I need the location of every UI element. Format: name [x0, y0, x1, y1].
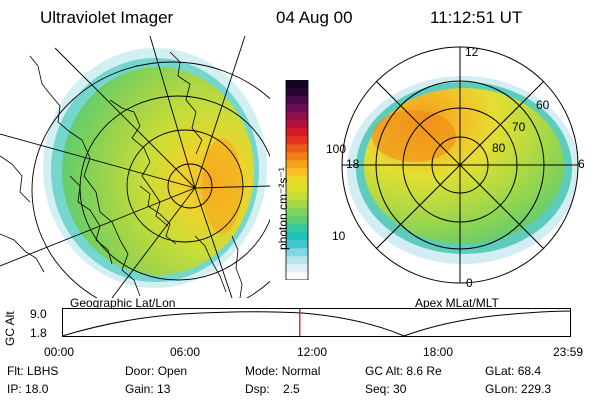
colorbar-cell — [286, 224, 308, 233]
mlat-label-60: 60 — [536, 98, 550, 112]
mlat-label-80: 80 — [492, 141, 506, 155]
status-flt: Flt: LBHS — [7, 364, 59, 378]
magnetic-caption: Apex MLat/MLT — [415, 296, 499, 310]
colorbar-cell — [286, 184, 308, 193]
colorbar-cell — [286, 240, 308, 249]
auroral-oval — [364, 88, 564, 244]
mlt-meridians — [342, 47, 578, 283]
status-dsp-value: 2.5 — [283, 382, 300, 396]
mlt-label-18: 18 — [346, 157, 360, 171]
timeline-xtick-0000: 00:00 — [44, 345, 75, 359]
auroral-emission — [62, 67, 254, 275]
geographic-caption: Geographic Lat/Lon — [70, 296, 176, 310]
timeline-xtick-2359: 23:59 — [553, 345, 584, 359]
timeline-frame — [62, 308, 571, 337]
colorbar-cell — [286, 152, 308, 161]
status-seq: Seq: 30 — [365, 382, 407, 396]
colorbar-cell — [286, 208, 308, 217]
magnetic-polar-panel — [341, 46, 579, 284]
colorbar-cell — [286, 192, 308, 201]
colorbar-cell — [286, 88, 308, 97]
colorbar-cell — [286, 112, 308, 121]
status-mode: Mode: Normal — [245, 364, 321, 378]
colorbar-cell — [286, 144, 308, 153]
bright-spot — [202, 138, 242, 234]
status-mode-value: Normal — [281, 364, 321, 378]
colorbar-cell — [286, 160, 308, 169]
colorbar-cell — [286, 232, 308, 241]
timeline-xtick-1200: 12:00 — [297, 345, 328, 359]
status-gain-value: 13 — [157, 382, 171, 396]
colorbar-cell — [286, 128, 308, 137]
colorbar-cell — [286, 264, 308, 273]
timeline-xtick-0600: 06:00 — [170, 345, 201, 359]
timeline-xtick-1800: 18:00 — [423, 345, 454, 359]
status-ip: IP: 18.0 — [7, 382, 49, 396]
observation-date: 04 Aug 00 — [276, 8, 353, 27]
lat-lon-grid — [0, 36, 270, 298]
colorbar — [285, 80, 309, 280]
colorbar-cell — [286, 136, 308, 145]
colorbar-cell — [286, 216, 308, 225]
status-glat: GLat: 68.4 — [485, 364, 542, 378]
colorbar-cell — [286, 248, 308, 257]
status-gc-alt: GC Alt: 8.6 Re — [365, 364, 442, 378]
coastline-outlines — [0, 51, 243, 298]
observation-time: 11:12:51 UT — [430, 8, 523, 27]
colorbar-cell — [286, 104, 308, 113]
status-glon-value: 229.3 — [521, 382, 552, 396]
status-dsp: Dsp: 2.5 — [245, 382, 300, 396]
timeline-ytick-bottom: 1.8 — [30, 326, 47, 340]
instrument-title: Ultraviolet Imager — [40, 8, 174, 27]
altitude-timeline — [62, 308, 572, 337]
timeline-axis-label: GC Alt — [3, 311, 17, 346]
oval-bright-region — [372, 110, 456, 162]
mlt-label-12: 12 — [465, 45, 479, 59]
colorbar-cell — [286, 272, 308, 280]
colorbar-cell — [286, 176, 308, 185]
mlat-label-70: 70 — [512, 120, 526, 134]
colorbar-cell — [286, 80, 308, 89]
status-seq-value: 30 — [393, 382, 407, 396]
colorbar-cell — [286, 200, 308, 209]
mlt-label-6: 6 — [578, 157, 585, 171]
status-glat-value: 68.4 — [517, 364, 542, 378]
status-door: Door: Open — [125, 364, 188, 378]
colorbar-cell — [286, 96, 308, 105]
status-ip-value: 18.0 — [25, 382, 49, 396]
altitude-curve — [62, 310, 572, 337]
timeline-ytick-top: 9.0 — [30, 307, 47, 321]
colorbar-cell — [286, 256, 308, 265]
colorbar-cell — [286, 120, 308, 129]
status-gain: Gain: 13 — [125, 382, 171, 396]
colorbar-tick-10: 10 — [332, 229, 346, 243]
status-gc-alt-value: 8.6 Re — [406, 364, 442, 378]
colorbar-scale — [286, 80, 308, 280]
geographic-image-panel — [0, 36, 270, 298]
status-flt-value: LBHS — [27, 364, 59, 378]
colorbar-cell — [286, 168, 308, 177]
colorbar-units: photon cm⁻²s⁻¹ — [276, 167, 290, 250]
status-door-value: Open — [157, 364, 188, 378]
status-glon: GLon: 229.3 — [485, 382, 552, 396]
colorbar-tick-100: 100 — [326, 142, 347, 156]
colorbar-frame — [285, 80, 309, 280]
mlt-label-0: 0 — [466, 276, 473, 290]
